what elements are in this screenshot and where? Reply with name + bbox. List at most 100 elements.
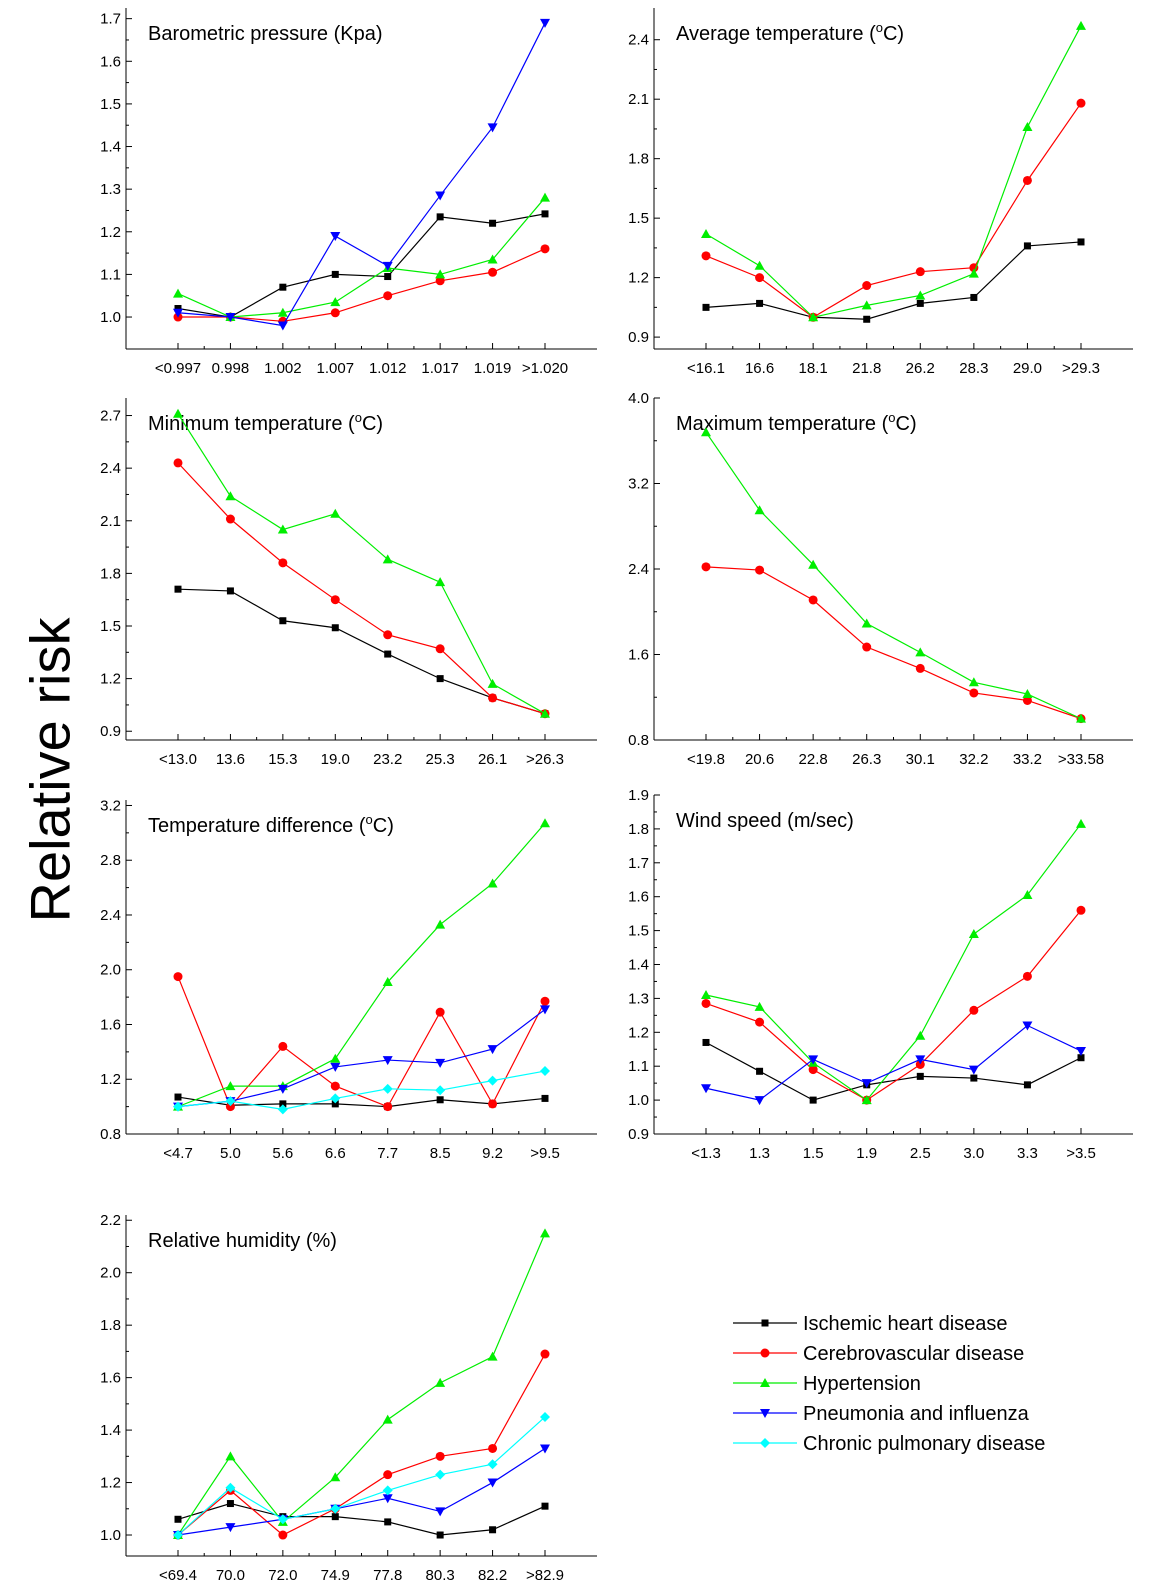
series-line bbox=[177, 22, 546, 327]
x-tick-label: 1.007 bbox=[317, 360, 355, 377]
data-point bbox=[915, 267, 925, 277]
series-line bbox=[177, 213, 546, 318]
data-point bbox=[540, 708, 550, 718]
y-tick-label: 1.6 bbox=[100, 53, 121, 70]
y-tick-label: 1.6 bbox=[100, 1016, 121, 1033]
series-line bbox=[705, 241, 1082, 320]
series-line bbox=[177, 976, 546, 1108]
y-tick-label: 1.5 bbox=[628, 923, 649, 940]
x-tick-label: >1.020 bbox=[522, 360, 568, 377]
data-point bbox=[435, 919, 446, 929]
data-point bbox=[861, 1095, 872, 1105]
data-point bbox=[487, 123, 498, 133]
x-tick-label: 15.3 bbox=[268, 751, 297, 768]
y-tick-label: 1.2 bbox=[628, 270, 649, 287]
y-tick-label: 1.6 bbox=[628, 889, 649, 906]
series-line bbox=[178, 248, 546, 322]
data-point bbox=[331, 1100, 339, 1108]
data-point bbox=[174, 1093, 182, 1101]
series-line bbox=[705, 1024, 1082, 1101]
y-tick-label: 2.0 bbox=[100, 962, 121, 979]
series-hypertension bbox=[173, 192, 550, 322]
series-line bbox=[177, 413, 546, 715]
data-point bbox=[225, 1096, 236, 1107]
series-line bbox=[177, 197, 546, 318]
x-tick-label: >9.5 bbox=[530, 1145, 560, 1162]
data-point bbox=[488, 267, 498, 277]
series-hypertension bbox=[173, 1228, 550, 1540]
series-cerebrovascular-disease bbox=[173, 1349, 550, 1540]
series-hypertension bbox=[173, 818, 550, 1111]
y-tick-label: 2.1 bbox=[628, 91, 649, 108]
data-point bbox=[382, 977, 393, 987]
x-tick-label: 20.6 bbox=[745, 751, 774, 768]
data-point bbox=[435, 276, 445, 286]
x-tick-label: 25.3 bbox=[426, 751, 455, 768]
data-point bbox=[861, 300, 872, 310]
x-tick-label: 23.2 bbox=[373, 751, 402, 768]
y-tick-label: 1.3 bbox=[628, 990, 649, 1007]
data-point bbox=[331, 624, 339, 632]
data-point bbox=[1022, 971, 1032, 981]
x-tick-label: >33.58 bbox=[1058, 751, 1104, 768]
data-point bbox=[277, 1104, 288, 1115]
y-tick-label: 1.4 bbox=[100, 139, 121, 156]
series-line bbox=[177, 1096, 546, 1108]
x-tick-label: <16.1 bbox=[687, 360, 725, 377]
data-point bbox=[540, 1444, 550, 1454]
chart-panel-6: 0.9 1.0 1.1 1.2 1.3 1.4 1.5 1.6 1.7 1.8 1.9 <1.3 1.3… bbox=[628, 787, 1133, 1162]
y-tick-label: 1.9 bbox=[628, 787, 649, 804]
data-point bbox=[173, 972, 183, 982]
y-tick-label: 1.2 bbox=[100, 224, 121, 241]
data-point bbox=[1022, 1021, 1033, 1031]
chart-panel-4: 0.8 1.6 2.4 3.2 4.0 <19.8 20.6 22.8 26.3 30.1 32.2… bbox=[628, 390, 1133, 768]
data-point bbox=[330, 232, 341, 242]
data-point bbox=[330, 508, 341, 518]
series-line bbox=[177, 1502, 546, 1536]
data-point bbox=[278, 1530, 288, 1540]
data-point bbox=[701, 229, 711, 239]
data-point bbox=[488, 1443, 498, 1453]
x-tick-label: 22.8 bbox=[799, 751, 828, 768]
data-point bbox=[488, 693, 498, 703]
x-tick-label: 29.0 bbox=[1013, 360, 1042, 377]
data-point bbox=[755, 565, 765, 575]
data-point bbox=[1022, 121, 1033, 131]
x-tick-label: 3.3 bbox=[1017, 1145, 1038, 1162]
series-line bbox=[177, 588, 546, 715]
data-point bbox=[969, 263, 979, 273]
x-tick-label: 1.3 bbox=[749, 1145, 770, 1162]
data-point bbox=[382, 1494, 393, 1504]
data-point bbox=[487, 254, 498, 264]
series-line bbox=[177, 1353, 546, 1536]
data-point bbox=[915, 647, 926, 657]
data-point bbox=[754, 1001, 765, 1011]
data-point bbox=[174, 1515, 182, 1523]
x-tick-label: 82.2 bbox=[478, 1567, 507, 1584]
series-line bbox=[705, 909, 1082, 1101]
x-tick-label: >26.3 bbox=[526, 751, 564, 768]
data-point bbox=[861, 1079, 872, 1089]
data-point bbox=[1022, 890, 1033, 900]
data-point bbox=[279, 283, 287, 291]
data-point bbox=[968, 268, 979, 278]
x-tick-label: 21.8 bbox=[852, 360, 881, 377]
data-point bbox=[384, 273, 392, 281]
data-point bbox=[970, 1074, 978, 1082]
legend-marker bbox=[760, 1438, 770, 1448]
data-point bbox=[540, 192, 550, 202]
data-point bbox=[915, 1055, 926, 1065]
y-tick-label: 1.5 bbox=[100, 618, 121, 635]
data-point bbox=[277, 307, 288, 317]
data-point bbox=[1076, 1046, 1086, 1056]
data-point bbox=[862, 642, 872, 652]
data-point bbox=[435, 1007, 445, 1017]
x-tick-label: 74.9 bbox=[321, 1567, 350, 1584]
x-tick-label: 5.0 bbox=[220, 1145, 241, 1162]
legend-label: Hypertension bbox=[803, 1373, 921, 1395]
x-tick-label: 33.2 bbox=[1013, 751, 1042, 768]
y-tick-label: 1.0 bbox=[100, 309, 121, 326]
x-tick-label: 5.6 bbox=[272, 1145, 293, 1162]
x-tick-label: 77.8 bbox=[373, 1567, 402, 1584]
data-point bbox=[383, 630, 393, 640]
